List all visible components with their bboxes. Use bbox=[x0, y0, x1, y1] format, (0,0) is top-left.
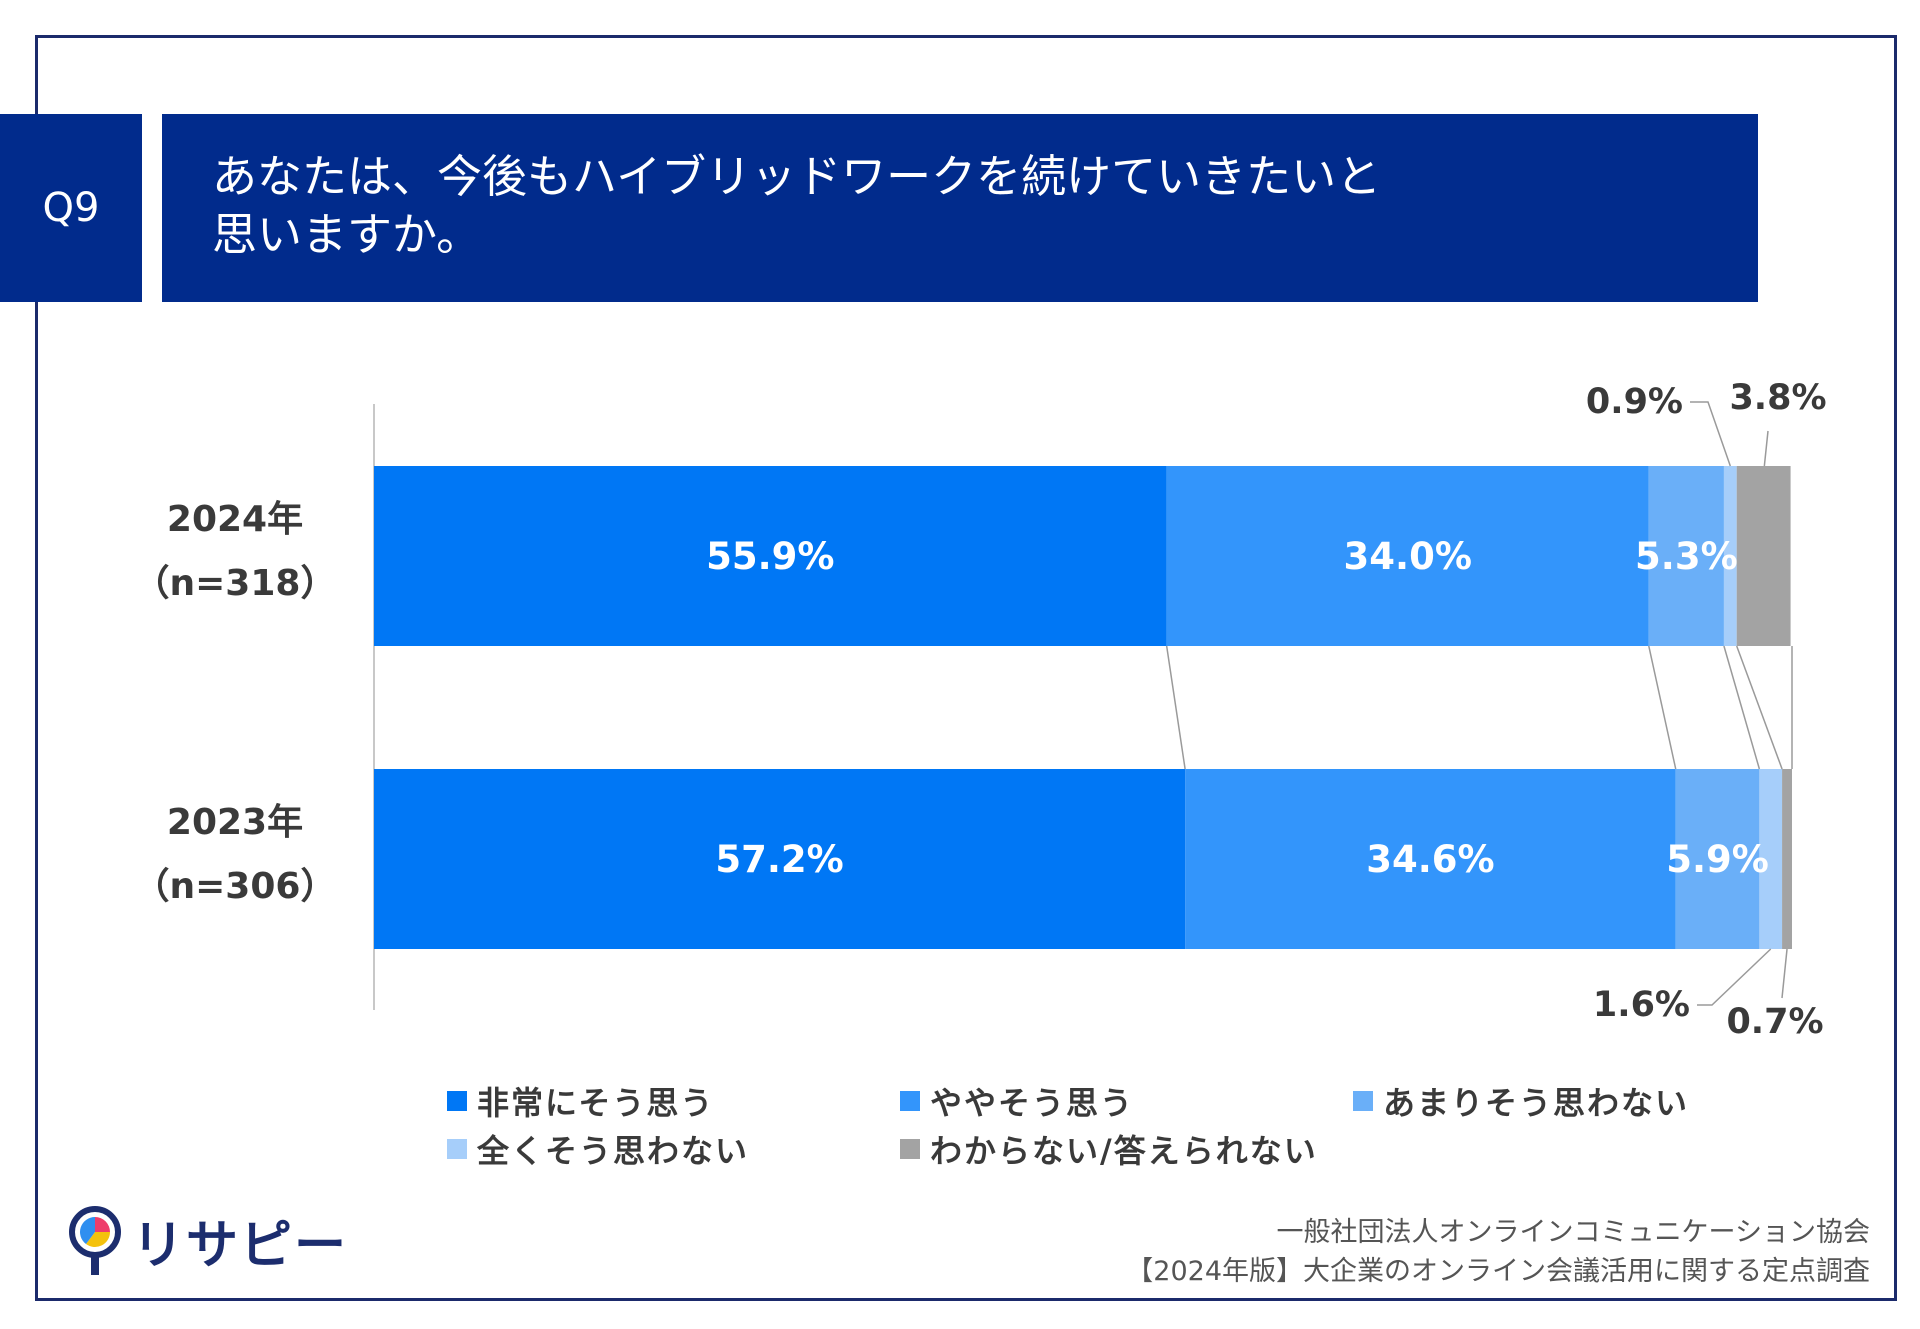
leader-line bbox=[1763, 430, 1769, 467]
category-year: 2024年 bbox=[166, 499, 304, 540]
logo: リサピー bbox=[68, 1203, 348, 1278]
bar-segment-2024-3 bbox=[1648, 466, 1724, 646]
legend-item-strongly-agree: 非常にそう思う bbox=[447, 1078, 714, 1124]
data-label: 55.9% bbox=[706, 535, 834, 578]
data-label: 34.6% bbox=[1366, 838, 1494, 881]
question-title-line2: 思いますか。 bbox=[212, 208, 482, 261]
logo-pin-icon bbox=[69, 1205, 121, 1275]
question-title-line1: あなたは、今後もハイブリッドワークを続けていきたいと bbox=[212, 150, 1382, 203]
bar-segment-2024-1 bbox=[374, 466, 1167, 646]
source-organization: 一般社団法人オンラインコミュニケーション協会 bbox=[1276, 1217, 1870, 1248]
legend-swatch bbox=[1353, 1091, 1373, 1111]
connector-line-2 bbox=[1648, 645, 1677, 770]
bar-segment-2023-4 bbox=[1759, 769, 1783, 949]
data-label: 57.2% bbox=[715, 838, 843, 881]
legend-swatch bbox=[447, 1139, 467, 1159]
leader-line bbox=[1781, 948, 1788, 999]
data-label: 1.6% bbox=[1593, 985, 1690, 1025]
category-n: （n=318） bbox=[133, 563, 337, 604]
category-label-2024: 2024年 （n=318） bbox=[130, 488, 340, 616]
leader-line bbox=[1690, 401, 1732, 467]
category-n: （n=306） bbox=[133, 866, 337, 907]
legend-swatch bbox=[447, 1091, 467, 1111]
legend-label: ややそう思う bbox=[930, 1084, 1135, 1122]
connector-line-4 bbox=[1735, 645, 1783, 770]
legend-item-somewhat-agree: ややそう思う bbox=[900, 1078, 1134, 1124]
logo-text: リサピー bbox=[132, 1216, 349, 1276]
category-year: 2023年 bbox=[166, 802, 304, 843]
question-badge: Q9 bbox=[0, 114, 142, 302]
bar-segment-2024-4 bbox=[1723, 466, 1737, 646]
legend-item-dont-know: わからない/答えられない bbox=[900, 1126, 1318, 1172]
legend-label: 非常にそう思う bbox=[477, 1084, 715, 1122]
bar-segment-2023-2 bbox=[1185, 769, 1676, 949]
legend-item-strongly-disagree: 全くそう思わない bbox=[447, 1126, 749, 1172]
data-label: 0.7% bbox=[1726, 1002, 1823, 1042]
source-survey: 【2024年版】大企業のオンライン会議活用に関する定点調査 bbox=[1126, 1256, 1870, 1287]
data-label: 3.8% bbox=[1729, 378, 1826, 418]
legend-label: わからない/答えられない bbox=[930, 1132, 1318, 1170]
data-label: 34.0% bbox=[1344, 535, 1472, 578]
question-title: あなたは、今後もハイブリッドワークを続けていきたいと 思いますか。 bbox=[162, 114, 1758, 302]
figure-frame bbox=[35, 35, 1897, 1301]
bar-segment-2024-5 bbox=[1736, 466, 1791, 646]
bar-segment-2023-3 bbox=[1675, 769, 1760, 949]
category-label-2023: 2023年 （n=306） bbox=[130, 791, 340, 919]
data-label: 5.3% bbox=[1635, 535, 1738, 578]
legend-swatch bbox=[900, 1139, 920, 1159]
bar-segment-2024-2 bbox=[1166, 466, 1649, 646]
legend-label: 全くそう思わない bbox=[477, 1132, 750, 1170]
leader-line bbox=[1697, 948, 1772, 1006]
connector-line-1 bbox=[1165, 645, 1186, 770]
data-label: 0.9% bbox=[1586, 382, 1683, 422]
legend-label: あまりそう思わない bbox=[1383, 1084, 1690, 1122]
legend-swatch bbox=[900, 1091, 920, 1111]
bar-segment-2023-1 bbox=[374, 769, 1186, 949]
bar-segment-2023-5 bbox=[1782, 769, 1792, 949]
data-label: 5.9% bbox=[1666, 838, 1769, 881]
connector-line-3 bbox=[1723, 645, 1761, 770]
legend-item-somewhat-disagree: あまりそう思わない bbox=[1353, 1078, 1689, 1124]
